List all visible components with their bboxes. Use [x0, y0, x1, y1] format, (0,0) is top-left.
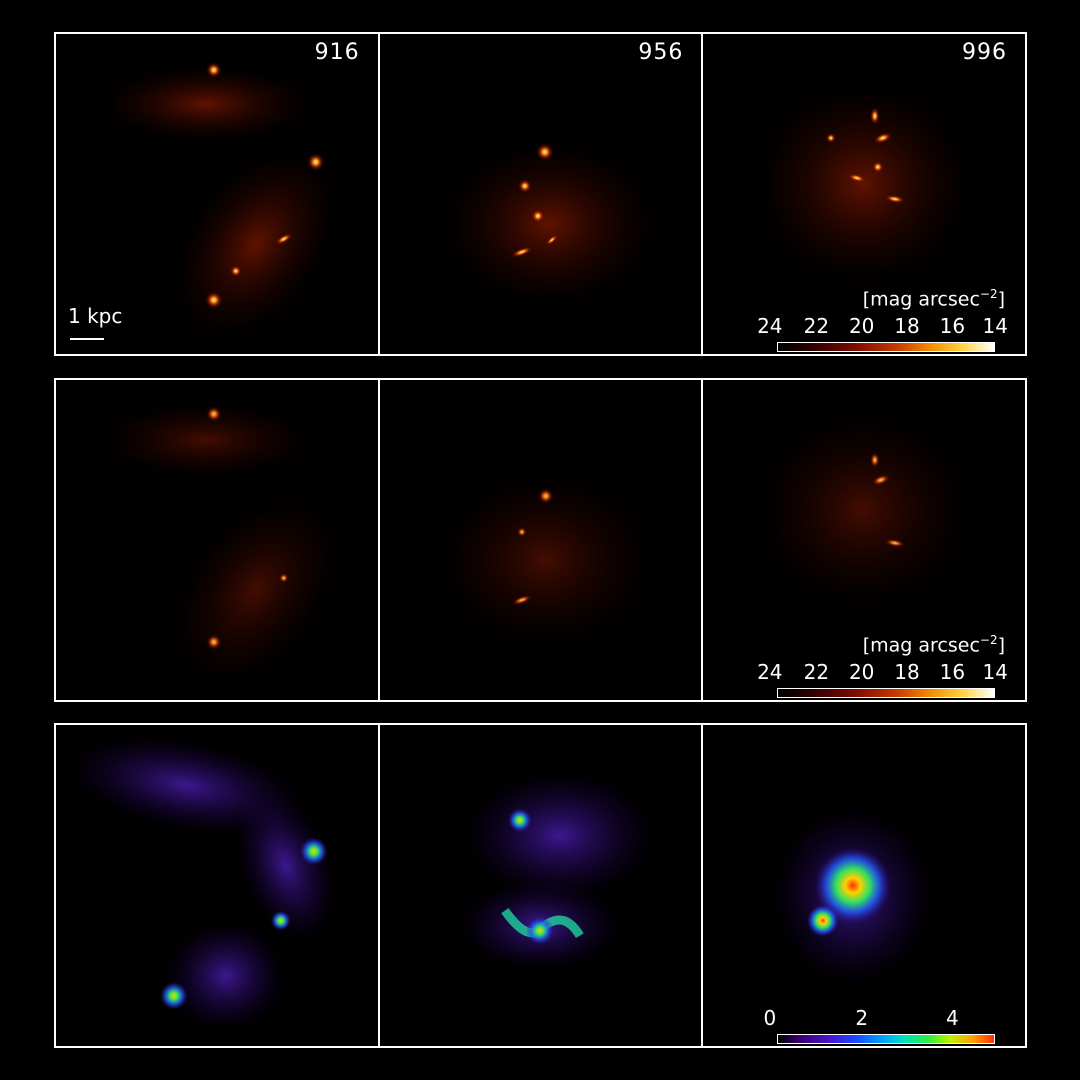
panel-r2-c2: [377, 380, 702, 700]
colorbar-unit-label: [mag arcsec−2]: [862, 632, 1006, 656]
row-third: 0 2 4: [54, 723, 1027, 1048]
colorbar-unit-label: [mag arcsec−2]: [862, 286, 1006, 310]
panel-r1-c2: 956: [377, 34, 702, 354]
colorbar-tick: 0: [763, 1006, 777, 1030]
panel-r3-c2: [377, 725, 702, 1046]
snapshot-label: 916: [314, 40, 360, 65]
colorbar-tick: 18: [894, 660, 920, 684]
colorbar-tick: 14: [982, 314, 1008, 338]
galaxy-image: [95, 62, 341, 343]
colorbar-ticks: 24 22 20 18 16 14: [757, 660, 1008, 684]
galaxy-image: [753, 79, 974, 289]
colorbar-ticks: 0 2 4: [760, 1006, 1005, 1030]
galaxy-image: [753, 410, 974, 610]
colorbar-tick: 20: [848, 314, 875, 338]
panel-r1-c3: 996 [mag arcsec−2] 24 22 20 18 16 14: [701, 34, 1025, 354]
galaxy-image: [95, 400, 341, 689]
colorbar-tick: 2: [855, 1006, 869, 1030]
colorbar-tick: 16: [939, 660, 966, 684]
gas-map-image: [67, 736, 337, 1031]
colorbar-tick: 4: [945, 1006, 959, 1030]
scale-bar: [70, 338, 104, 340]
galaxy-image: [439, 139, 660, 309]
colorbar-magnitude: [777, 688, 996, 698]
colorbar-tick: 22: [803, 660, 830, 684]
panel-r3-c3: 0 2 4: [701, 725, 1025, 1046]
snapshot-label: 956: [638, 40, 684, 65]
colorbar-tick: 20: [848, 660, 875, 684]
colorbar-third-row: [777, 1034, 996, 1044]
colorbar-tick: 24: [757, 660, 783, 684]
colorbar-tick: 22: [803, 314, 830, 338]
row-surface-brightness-2: [mag arcsec−2] 24 22 20 18 16 14: [54, 378, 1027, 702]
galaxy-image: [434, 470, 655, 650]
colorbar-tick: 24: [757, 314, 783, 338]
colorbar-magnitude: [777, 342, 996, 352]
gas-map-image: [459, 770, 655, 971]
scale-bar-label: 1 kpc: [68, 304, 123, 328]
snapshot-label: 996: [962, 40, 1008, 65]
panel-r2-c3: [mag arcsec−2] 24 22 20 18 16 14: [701, 380, 1025, 700]
panel-r3-c1: [56, 725, 378, 1046]
gas-map-image: [773, 805, 934, 986]
row-surface-brightness-1: 916 1 kpc 956: [54, 32, 1027, 356]
colorbar-tick: 14: [982, 660, 1008, 684]
colorbar-ticks: 24 22 20 18 16 14: [757, 314, 1008, 338]
colorbar-tick: 18: [894, 314, 920, 338]
panel-r1-c1: 916 1 kpc: [56, 34, 378, 354]
colorbar-tick: 16: [939, 314, 966, 338]
panel-r2-c1: [56, 380, 378, 700]
